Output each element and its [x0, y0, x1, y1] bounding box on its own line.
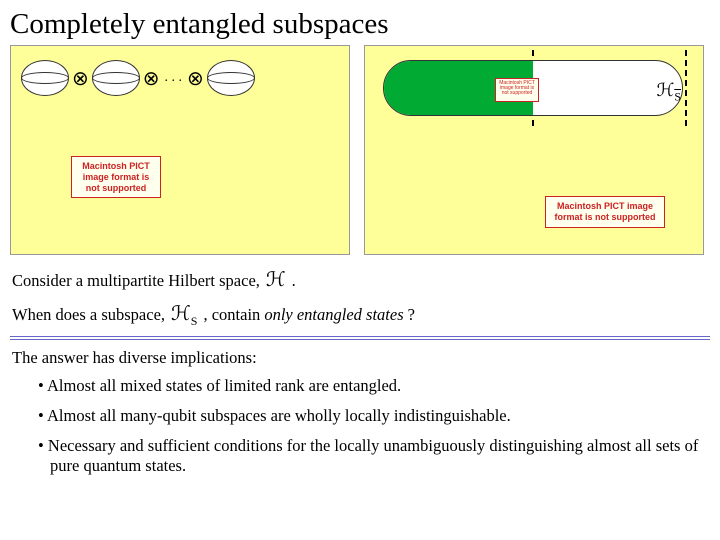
- hilbert-symbol: ℋ: [264, 265, 288, 295]
- dashed-divider-icon: [685, 50, 687, 126]
- hilbert-symbol: ℋS: [169, 299, 199, 330]
- left-panel: ⊗ ⊗ . . . ⊗ Macintosh PICT image format …: [10, 45, 350, 255]
- text: ?: [408, 303, 415, 328]
- bullet-item: • Almost all mixed states of limited ran…: [38, 376, 708, 396]
- hs-complement-label: ℋS: [657, 80, 681, 105]
- sphere-icon: [207, 60, 255, 96]
- tensor-icon: ⊗: [143, 66, 160, 91]
- text: Consider a multipartite Hilbert space,: [12, 269, 260, 294]
- text: , contain: [203, 303, 260, 328]
- bullet-item: • Almost all many-qubit subspaces are wh…: [38, 406, 708, 426]
- right-panel: Macintosh PICT image format is not suppo…: [364, 45, 704, 255]
- panel-row: ⊗ ⊗ . . . ⊗ Macintosh PICT image format …: [0, 45, 720, 255]
- tensor-icon: ⊗: [187, 66, 204, 91]
- question-block: Consider a multipartite Hilbert space, ℋ…: [0, 255, 720, 330]
- answer-intro: The answer has diverse implications:: [12, 348, 708, 368]
- answer-block: The answer has diverse implications: • A…: [0, 348, 720, 476]
- pict-error-box: Macintosh PICT image format is not suppo…: [545, 196, 665, 228]
- ellipsis-text: . . .: [165, 70, 183, 86]
- bullet-item: • Necessary and sufficient conditions fo…: [38, 436, 708, 476]
- emphasis-text: only entangled states: [264, 303, 403, 328]
- page-title: Completely entangled subspaces: [0, 0, 720, 45]
- text: When does a subspace,: [12, 303, 165, 328]
- pict-error-box: Macintosh PICT image format is not suppo…: [71, 156, 161, 198]
- sphere-icon: [92, 60, 140, 96]
- section-divider: [10, 336, 710, 340]
- tensor-icon: ⊗: [72, 66, 89, 91]
- spheres-row: ⊗ ⊗ . . . ⊗: [21, 60, 255, 96]
- question-line-2: When does a subspace, ℋS , contain only …: [12, 299, 708, 330]
- question-line-1: Consider a multipartite Hilbert space, ℋ…: [12, 265, 708, 295]
- sphere-icon: [21, 60, 69, 96]
- pict-error-mini: Macintosh PICT image format is not suppo…: [495, 78, 539, 102]
- text: .: [292, 269, 296, 294]
